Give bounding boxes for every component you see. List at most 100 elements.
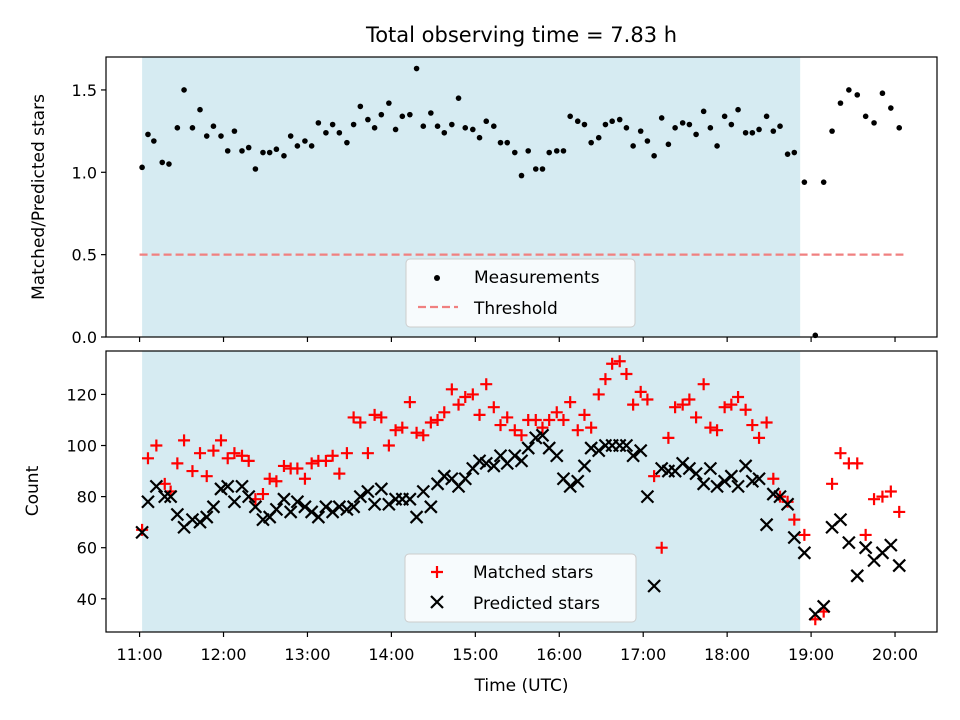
measurement-point [476,134,483,141]
predicted-star-point [633,443,648,458]
legend-matched-label: Matched stars [473,563,593,583]
predicted-star-point [227,494,242,509]
matched-star-point [884,485,897,498]
measurement-point [336,129,343,136]
legend-measurements-marker [434,275,440,281]
measurement-point [139,164,145,171]
matched-star-point [585,421,598,434]
measurement-point [365,116,371,123]
measurement-point [888,105,894,111]
predicted-star-point [738,459,753,473]
top-y-axis-label: Matched/Predicted stars [29,94,49,300]
legend-measurements-label: Measurements [474,268,600,288]
measurement-point [392,126,399,133]
matched-star-point [200,470,213,483]
matched-star-point [536,421,549,434]
bottom-x-ticks: 11:00 12:00 13:00 14:00 15:00 16:00 17:00 18:00… [117,632,918,664]
predicted-star-point [487,459,501,473]
measurement-point [644,138,651,144]
measurement-point [491,123,497,129]
matched-star-point [543,413,556,426]
predicted-star-point [696,477,711,491]
matched-star-point [564,396,577,409]
top-ytick-label: 0.5 [72,246,97,265]
measurement-point [525,148,532,154]
predicted-star-point [220,479,235,494]
measurement-point [231,128,238,134]
measurement-point [749,129,756,136]
matched-star-point [868,493,881,506]
measurement-point [686,121,693,128]
matched-star-point [732,390,745,403]
measurement-point [245,144,252,151]
matched-star-point [711,424,724,437]
matched-star-point [263,472,276,485]
matched-star-point [620,367,633,380]
predicted-star-point [731,479,745,494]
predicted-star-point [403,492,417,506]
predicted-star-point [535,428,550,443]
bottom-axes-frame [105,350,938,633]
predicted-star-point [884,538,898,552]
matched-star-point [333,467,346,480]
matched-star-point [158,477,171,490]
measurement-point [218,133,224,139]
predicted-star-point [584,441,598,455]
matched-star-point [501,411,514,424]
matched-star-point [550,406,563,419]
matched-star-point [592,388,605,401]
predicted-star-point [717,474,732,489]
measurement-point [151,138,157,144]
measurement-point [770,128,777,134]
measurement-point [434,123,441,129]
measurement-point [791,149,798,156]
predicted-star-point [319,500,333,514]
measurement-point [721,113,728,120]
predicted-star-point [570,474,585,489]
predicted-star-point [298,500,312,514]
measurement-point [511,149,518,156]
matched-star-point [599,373,612,386]
matched-star-point [194,447,207,460]
measurement-point [581,121,588,128]
top-legend: Measurements Threshold [405,258,636,328]
matched-star-point [753,431,766,444]
top-x-ticks [138,337,896,342]
predicted-star-point [367,497,382,512]
matched-star-point [655,541,668,554]
top-ytick-label: 0.0 [72,328,97,347]
predicted-star-point [842,535,856,550]
matched-star-point [676,398,689,411]
measurement-point [595,134,602,141]
matched-star-point [424,416,437,429]
measurement-point [679,120,686,126]
predicted-star-point [508,448,522,463]
predicted-star-point [382,497,396,512]
measurement-point [224,148,231,154]
measurement-point [344,139,350,146]
measurement-point [651,153,657,159]
bottom-x-axis-label: Time (UTC) [474,676,569,696]
predicted-star-point [647,579,661,593]
matched-star-point [228,447,241,460]
legend-matched-marker [431,566,443,578]
measurement-point [777,123,783,129]
measurement-point [203,133,210,139]
predicted-star-point [514,454,529,468]
bottom-xtick-label: 19:00 [788,645,834,664]
bottom-legend: Matched stars Predicted stars [404,553,637,623]
predicted-star-point [157,489,172,504]
measurement-point [879,90,886,97]
matched-star-point [859,528,872,541]
measurement-point [483,118,490,125]
measurement-point [658,115,665,121]
measurement-point [197,106,203,113]
matched-star-point [431,413,444,426]
predicted-star-point [858,540,873,555]
measurement-point [637,128,644,134]
measurement-point [399,113,406,120]
matched-star-point [354,416,367,429]
measurement-point [518,172,525,179]
matched-star-point [683,393,696,406]
matched-star-point [648,470,661,483]
